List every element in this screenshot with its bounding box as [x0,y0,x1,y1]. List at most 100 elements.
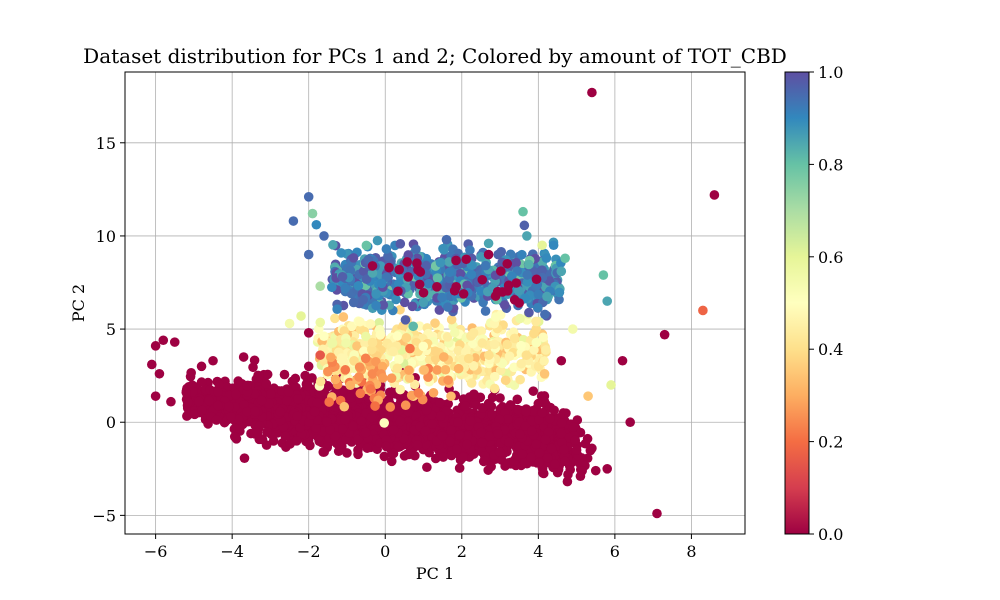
cluster-point [434,305,445,315]
cluster-point [500,375,511,386]
cluster-point [529,328,539,339]
cluster-point [309,406,320,417]
cluster-point [374,317,384,328]
cluster-point [541,253,552,263]
cluster-point [337,441,347,452]
cluster-point [477,338,488,348]
cluster-point [395,239,406,249]
cluster-point [409,379,420,390]
cluster-point [262,427,272,437]
cluster-point [371,289,381,299]
cluster-point [341,338,351,348]
cluster-point [330,313,340,324]
data-point [587,87,597,98]
cluster-point [381,244,392,254]
cluster-point [493,429,503,439]
data-point [606,380,616,390]
cluster-point [568,422,579,432]
cluster-point [381,441,391,452]
cluster-point [542,291,552,302]
cluster-point [534,448,545,458]
cluster-point [360,427,371,438]
data-point [590,465,601,476]
cluster-point [386,456,397,467]
cluster-point [355,316,365,327]
data-point [698,305,708,316]
cluster-point [546,443,557,454]
data-point [166,396,176,407]
cluster-point [224,401,234,412]
cluster-point [526,452,536,462]
cluster-point [563,469,573,480]
data-point [583,391,593,401]
colorbar-tick-label: 0.0 [818,525,843,544]
data-point [196,361,207,372]
cluster-point [311,422,321,433]
data-point [602,296,613,306]
cluster-point [394,278,404,289]
data-point [587,443,597,454]
cluster-point [495,266,506,276]
cluster-point [434,397,445,408]
cluster-point [529,345,539,355]
cluster-point [411,244,421,255]
cluster-point [502,258,513,269]
cluster-point [512,394,523,405]
cluster-point [322,417,332,427]
colorbar-tick-label: 0.6 [818,248,843,267]
cluster-point [550,459,560,470]
cluster-point [367,369,378,379]
cluster-point [503,414,513,424]
cluster-point [418,287,429,298]
cluster-point [367,261,378,271]
cluster-point [407,301,418,312]
cluster-point [230,432,240,442]
cluster-point [524,259,534,270]
cluster-point [361,331,371,342]
cluster-point [570,435,581,446]
cluster-point [394,264,404,275]
cluster-point [354,372,364,382]
data-point [537,240,547,251]
cluster-point [443,375,453,385]
data-point [652,508,662,519]
cluster-point [392,363,403,374]
cluster-point [315,376,326,387]
cluster-point [400,400,411,411]
cluster-point [512,404,523,415]
data-point [556,266,567,277]
cluster-point [211,415,222,425]
cluster-point [531,439,542,450]
cluster-point [539,356,549,366]
colorbar-tick-label: 1.0 [818,63,843,82]
cluster-point [521,350,532,360]
cluster-point [437,431,448,441]
data-point [315,350,325,360]
cluster-point [354,362,365,372]
data-point [575,471,586,482]
cluster-point [348,253,359,263]
x-tick-label: −4 [220,542,244,561]
cluster-point [401,333,412,343]
cluster-point [325,424,335,435]
cluster-point [371,356,381,367]
cluster-point [256,395,267,406]
data-point [319,231,329,241]
cluster-point [538,332,548,343]
cluster-point [502,286,513,296]
data-points [146,87,720,519]
cluster-point [487,409,497,420]
cluster-point [360,353,371,364]
x-tick-label: 0 [380,542,390,561]
cluster-point [345,380,356,391]
cluster-point [437,292,447,303]
data-point [659,329,670,340]
cluster-point [420,426,431,437]
cluster-point [405,343,415,354]
data-point [560,456,570,467]
cluster-point [392,331,403,341]
colorbar-tick-label: 0.2 [818,433,843,452]
cluster-point [283,387,294,397]
cluster-point [379,418,390,428]
